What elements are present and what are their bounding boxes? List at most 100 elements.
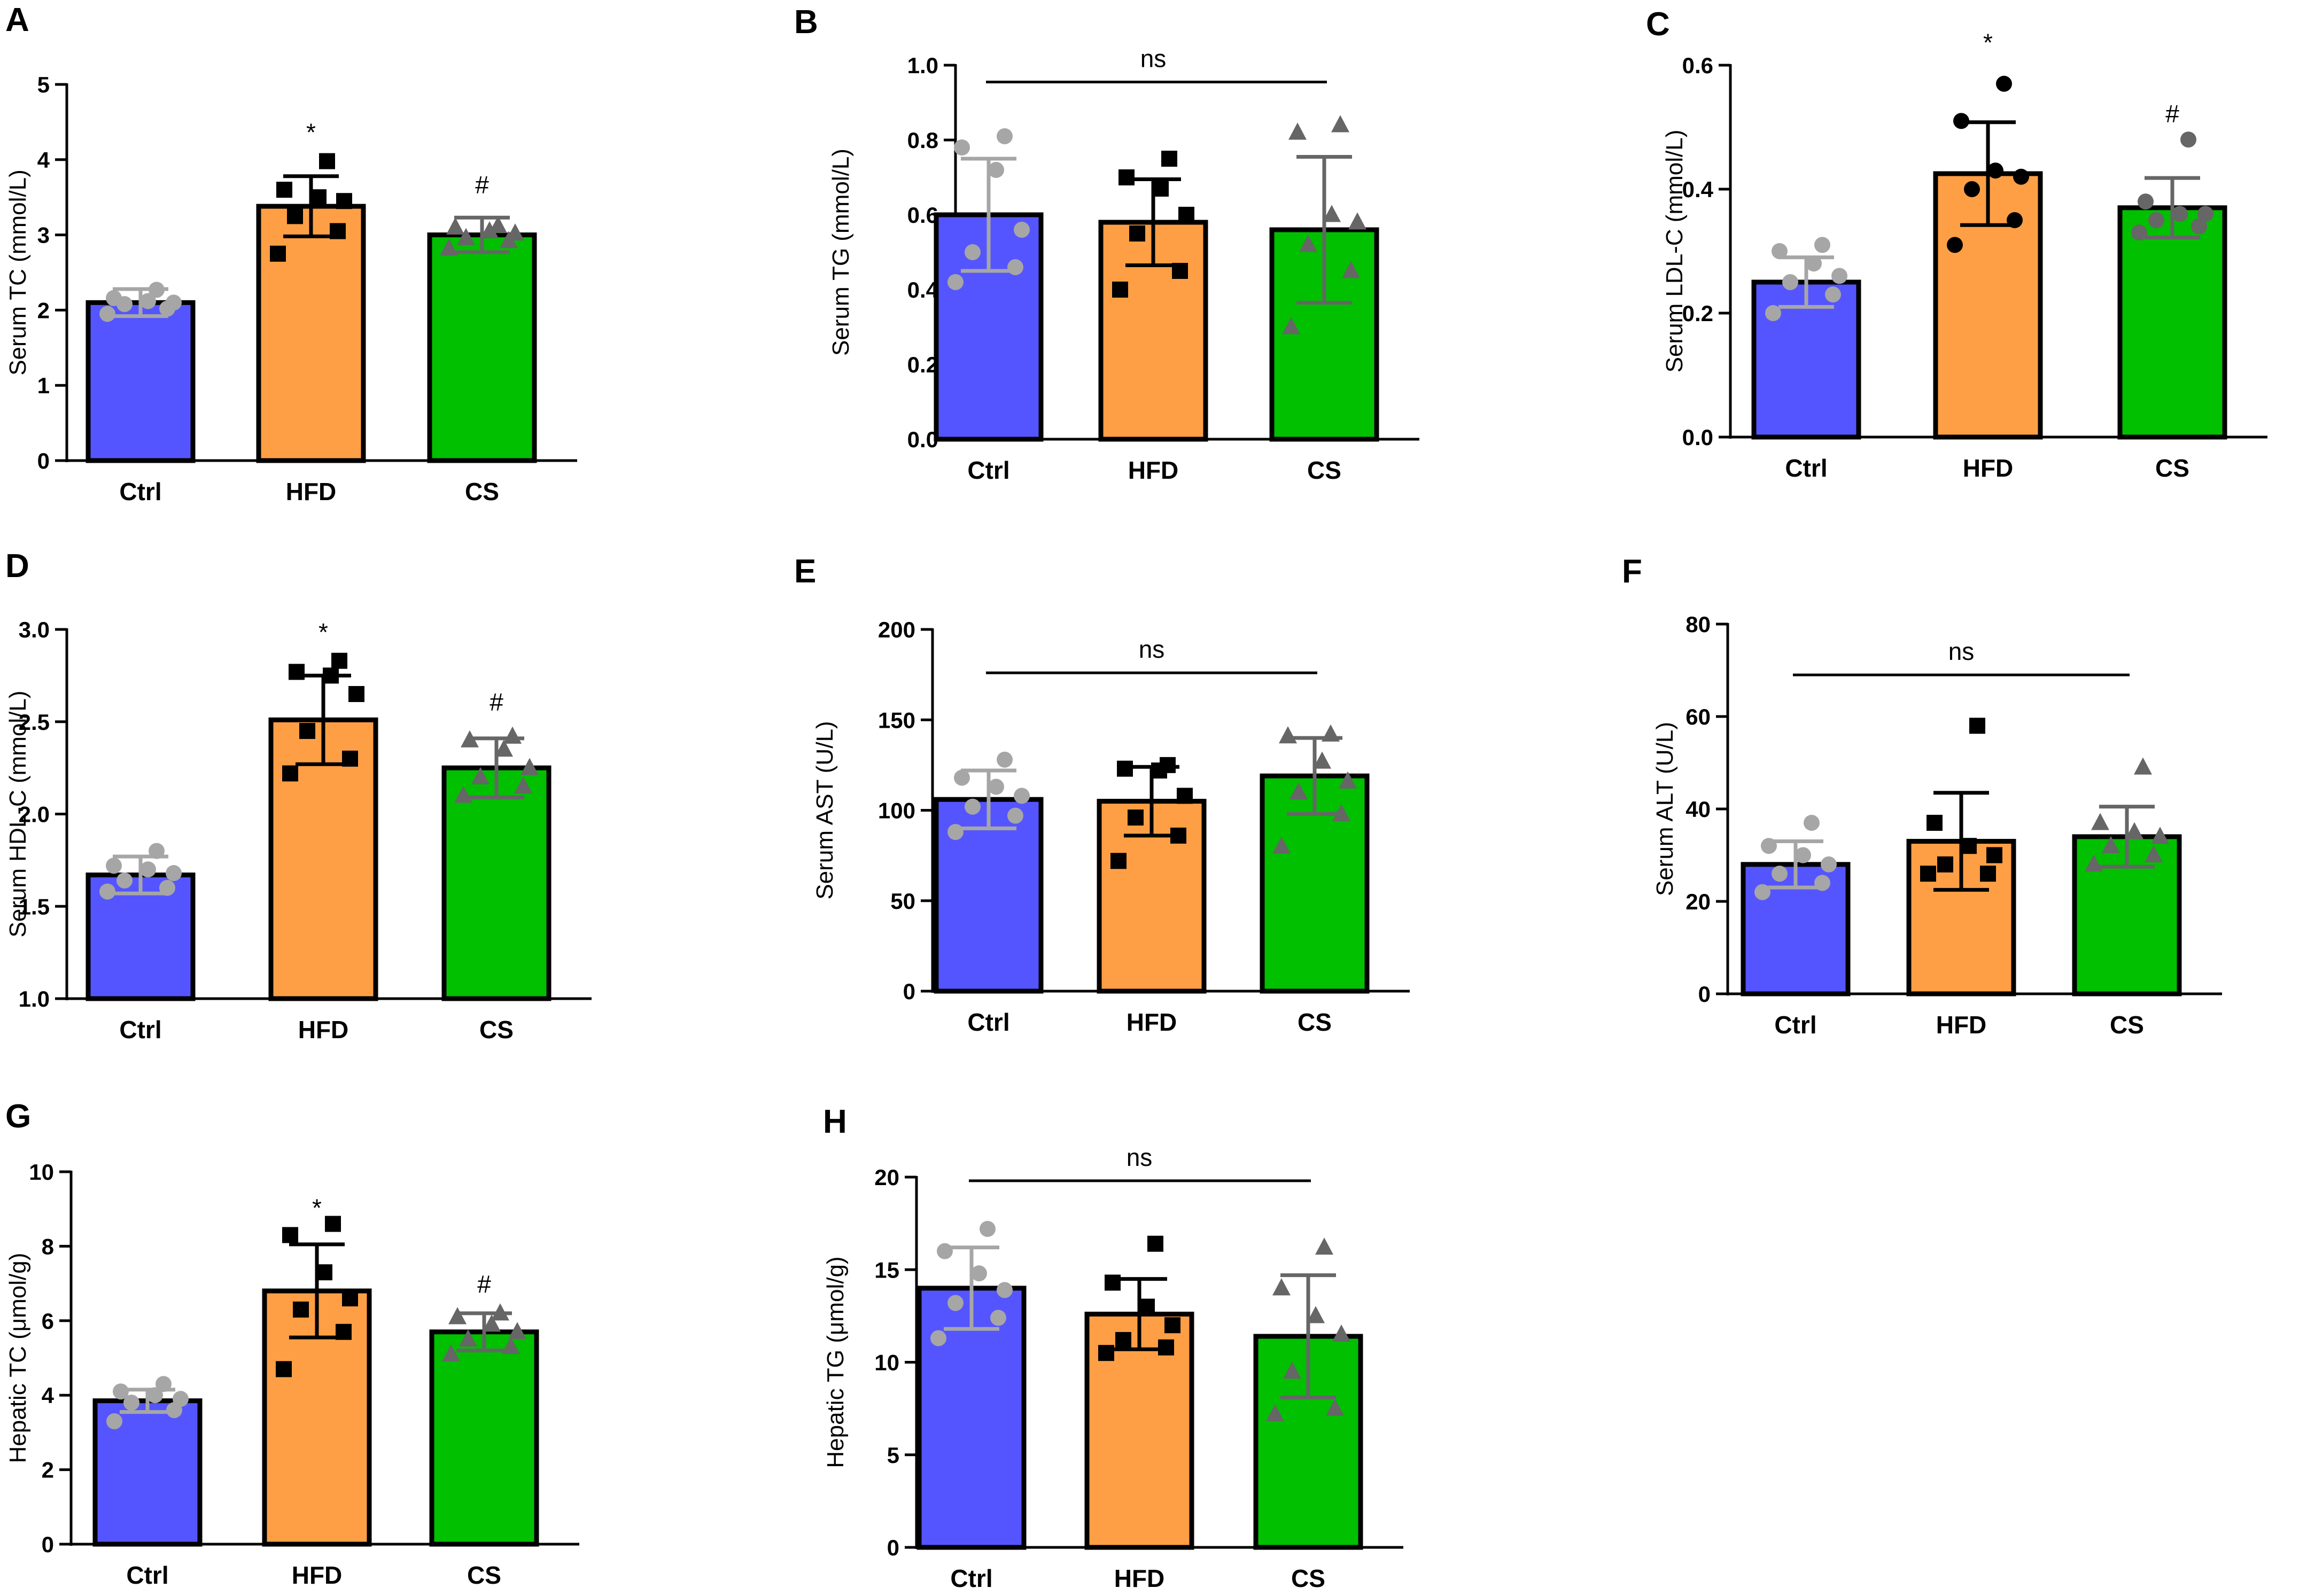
data-point-hfd xyxy=(1147,1235,1163,1252)
y-tick-label: 2.5 xyxy=(19,710,50,735)
data-point-hfd xyxy=(1158,1339,1174,1356)
data-point-hfd xyxy=(1153,181,1169,197)
y-tick-label: 0 xyxy=(887,1535,899,1560)
data-point-hfd xyxy=(319,153,335,169)
data-point-ctrl xyxy=(1772,243,1788,259)
data-point-cs xyxy=(1339,771,1357,789)
data-point-ctrl xyxy=(1754,884,1770,900)
y-tick-label: 2 xyxy=(42,1458,54,1483)
data-point-hfd xyxy=(1105,1274,1121,1291)
data-point-hfd xyxy=(1920,866,1936,882)
data-point-hfd xyxy=(1118,169,1135,185)
data-point-ctrl xyxy=(947,274,964,290)
data-point-ctrl xyxy=(173,1391,189,1407)
data-point-ctrl xyxy=(988,778,1004,795)
data-point-cs xyxy=(2134,757,2152,775)
data-point-cs xyxy=(1326,1398,1344,1416)
data-point-ctrl xyxy=(1765,305,1781,321)
data-point-hfd xyxy=(1937,856,1953,873)
significance-asterisk: * xyxy=(312,1194,322,1222)
y-tick-label: 0.4 xyxy=(907,277,939,302)
x-category-label-ctrl: Ctrl xyxy=(967,456,1009,484)
x-category-label-cs: CS xyxy=(2110,1011,2144,1039)
data-point-cs xyxy=(446,217,464,235)
data-point-hfd xyxy=(1953,113,1969,129)
data-point-hfd xyxy=(1927,814,1943,831)
significance-asterisk: * xyxy=(1983,28,1993,56)
chart-panel-c: C Serum LDL-C (mmol/L) 0.0 0.2 0.4 0.6 Ctrl HFD… xyxy=(1646,6,2267,482)
data-point-ctrl xyxy=(1821,856,1837,873)
significance-asterisk: * xyxy=(319,618,328,646)
data-point-hfd xyxy=(1164,1317,1180,1334)
x-category-label-cs: CS xyxy=(2155,454,2189,482)
data-point-cs xyxy=(1272,1278,1291,1296)
data-point-ctrl xyxy=(149,843,165,859)
data-point-hfd xyxy=(342,750,358,767)
y-axis-title: Serum ALT (U/L) xyxy=(1652,722,1678,896)
data-point-hfd xyxy=(1139,1298,1155,1315)
data-point-hfd xyxy=(1980,866,1996,882)
x-category-label-ctrl: Ctrl xyxy=(1774,1011,1816,1039)
data-point-ctrl xyxy=(990,1310,1006,1326)
panel-letter: B xyxy=(794,4,818,41)
data-point-ctrl xyxy=(156,1376,172,1392)
data-point-ctrl xyxy=(954,139,970,155)
data-point-cs xyxy=(514,776,532,794)
x-category-label-hfd: HFD xyxy=(1128,456,1179,484)
y-axis-title: Hepatic TC (μmol/g) xyxy=(5,1253,31,1463)
x-category-label-hfd: HFD xyxy=(1963,454,2014,482)
data-point-cs xyxy=(489,216,507,233)
data-point-hfd xyxy=(323,667,339,684)
data-point-cs xyxy=(1348,212,1366,230)
ns-label: ns xyxy=(1127,1143,1153,1171)
data-point-hfd xyxy=(1110,853,1127,869)
data-point-ctrl xyxy=(965,798,981,815)
data-point-cs xyxy=(1290,782,1308,800)
x-category-label-cs: CS xyxy=(467,1561,501,1589)
data-point-ctrl xyxy=(106,290,122,306)
x-category-label-ctrl: Ctrl xyxy=(126,1561,168,1589)
y-tick-label: 100 xyxy=(878,798,915,823)
data-point-ctrl xyxy=(166,865,182,882)
y-tick-label: 4 xyxy=(42,1383,55,1408)
data-point-hfd xyxy=(1177,788,1193,804)
data-point-hfd xyxy=(270,245,286,262)
data-point-hfd xyxy=(348,686,364,702)
ns-label: ns xyxy=(1140,45,1167,73)
y-tick-label: 3 xyxy=(37,223,50,248)
x-category-label-hfd: HFD xyxy=(292,1561,343,1589)
data-point-hfd xyxy=(282,765,298,782)
data-point-cs xyxy=(2131,224,2147,241)
y-tick-label: 200 xyxy=(878,617,915,642)
data-point-cs xyxy=(1332,804,1350,821)
data-point-ctrl xyxy=(147,1387,163,1404)
y-tick-label: 3.0 xyxy=(19,617,50,642)
panel-letter: E xyxy=(794,553,816,590)
data-point-cs xyxy=(461,730,479,748)
data-point-cs xyxy=(2102,836,2120,853)
data-point-cs xyxy=(483,1314,501,1332)
y-tick-label: 0.6 xyxy=(907,203,938,228)
data-point-hfd xyxy=(1112,282,1128,298)
ns-label: ns xyxy=(1948,637,1975,665)
x-category-label-hfd: HFD xyxy=(298,1016,349,1044)
data-point-hfd xyxy=(1117,760,1133,777)
data-point-ctrl xyxy=(149,282,165,298)
data-point-ctrl xyxy=(937,1243,953,1259)
data-point-cs xyxy=(1323,205,1341,222)
significance-hash: # xyxy=(477,1271,491,1298)
data-point-cs xyxy=(1282,317,1300,334)
data-point-ctrl xyxy=(930,1330,946,1346)
y-tick-label: 60 xyxy=(1685,704,1711,729)
data-point-hfd xyxy=(1947,237,1963,253)
y-tick-label: 15 xyxy=(874,1257,899,1282)
y-tick-label: 0.0 xyxy=(1682,425,1713,450)
data-point-ctrl xyxy=(1804,814,1820,831)
y-tick-label: 10 xyxy=(29,1159,54,1185)
data-point-cs xyxy=(508,1322,526,1340)
data-point-hfd xyxy=(276,1361,292,1377)
data-point-ctrl xyxy=(1761,838,1777,854)
data-point-hfd xyxy=(1098,1345,1114,1361)
data-point-cs xyxy=(491,1303,509,1321)
data-point-ctrl xyxy=(947,1295,964,1311)
